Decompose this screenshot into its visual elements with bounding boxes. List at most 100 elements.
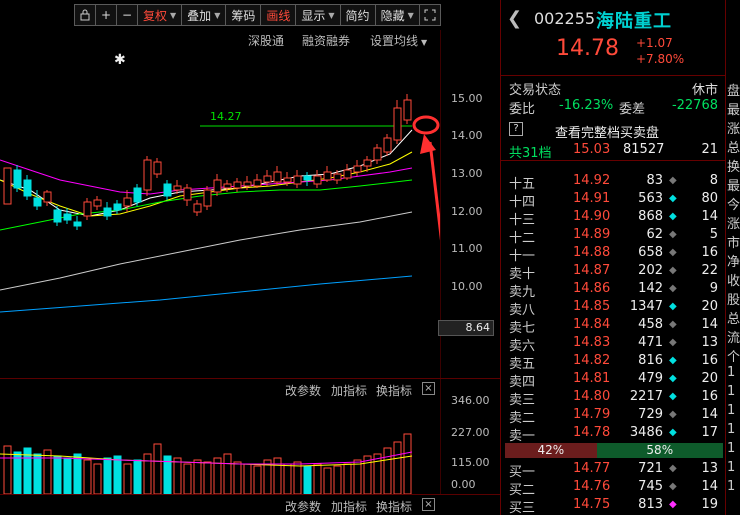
candle[interactable] — [153, 161, 162, 175]
back-arrow-icon[interactable]: ❮ — [507, 8, 523, 29]
candle[interactable] — [13, 169, 22, 189]
lock-icon[interactable] — [74, 4, 96, 26]
total-price: 15.03 — [573, 142, 611, 157]
candle[interactable] — [273, 171, 282, 183]
level-price: 14.81 — [573, 371, 611, 386]
candle[interactable] — [23, 179, 32, 197]
ask-row[interactable]: 卖六 14.83 471 ◆ 13 — [501, 334, 726, 354]
candle[interactable] — [393, 107, 402, 141]
chevron-down-icon: ▼ — [170, 10, 177, 20]
candle[interactable] — [143, 159, 152, 191]
margin-trading-link[interactable]: 融资融券 — [302, 34, 351, 48]
candle[interactable] — [253, 179, 262, 187]
candle[interactable] — [263, 175, 272, 183]
full-book-link[interactable]: 查看完整档买卖盘 — [555, 126, 660, 141]
candle[interactable] — [293, 175, 302, 185]
switch-indicator-link[interactable]: 换指标 — [376, 500, 413, 514]
volume-plot[interactable] — [0, 398, 440, 494]
ask-row[interactable]: 卖五 14.82 816 ◆ 16 — [501, 352, 726, 372]
candle[interactable] — [123, 197, 132, 207]
candle[interactable] — [53, 209, 62, 223]
candle[interactable] — [363, 159, 372, 167]
candle[interactable] — [43, 191, 52, 203]
candle[interactable] — [193, 203, 202, 213]
ask-row[interactable]: 卖九 14.86 142 ◆ 9 — [501, 280, 726, 300]
full-book-row[interactable]: ? 查看完整档买卖盘 — [501, 121, 726, 141]
ask-row[interactable]: 十三 14.90 868 ◆ 14 — [501, 208, 726, 228]
candle[interactable] — [343, 169, 352, 179]
ask-row[interactable]: 卖十 14.87 202 ◆ 22 — [501, 262, 726, 282]
level-count: 16 — [701, 353, 718, 368]
candle[interactable] — [333, 173, 342, 181]
zoom-in-button[interactable]: + — [95, 4, 117, 26]
ask-row[interactable]: 十五 14.92 83 ◆ 8 — [501, 172, 726, 192]
fuquan-dropdown[interactable]: 复权 ▼ — [137, 4, 183, 26]
candle[interactable] — [223, 183, 232, 189]
ask-row[interactable]: 卖七 14.84 458 ◆ 14 — [501, 316, 726, 336]
chips-button[interactable]: 筹码 — [225, 4, 262, 26]
close-icon[interactable]: × — [422, 382, 435, 395]
set-ma-dropdown[interactable]: 设置均线 ▼ — [370, 32, 427, 49]
candle[interactable] — [383, 137, 392, 153]
display-dropdown[interactable]: 显示 ▼ — [295, 4, 341, 26]
fullscreen-icon[interactable] — [418, 4, 441, 26]
ask-row[interactable]: 卖八 14.85 1347 ◆ 20 — [501, 298, 726, 318]
strip-item: 1 — [727, 441, 736, 456]
draw-line-button[interactable]: 画线 — [260, 4, 297, 26]
overlay-dropdown[interactable]: 叠加 ▼ — [181, 4, 227, 26]
strip-item: 流 — [727, 331, 740, 346]
candle[interactable] — [183, 187, 192, 201]
candle[interactable] — [83, 201, 92, 217]
help-icon[interactable]: ? — [509, 122, 523, 136]
level-count: 13 — [701, 461, 718, 476]
switch-indicator-link[interactable]: 换指标 — [376, 384, 413, 398]
close-icon[interactable]: × — [422, 498, 435, 511]
ask-row[interactable]: 卖二 14.79 729 ◆ 14 — [501, 406, 726, 426]
bid-row[interactable]: 买三 14.75 813 ◆ 19 — [501, 496, 726, 515]
candlestick-plot[interactable]: ✱ 14.27 — [0, 30, 440, 380]
ask-row[interactable]: 卖四 14.81 479 ◆ 20 — [501, 370, 726, 390]
candle[interactable] — [103, 207, 112, 217]
bid-row[interactable]: 买一 14.77 721 ◆ 13 — [501, 460, 726, 480]
candle[interactable] — [403, 99, 412, 121]
zoom-out-button[interactable]: − — [116, 4, 138, 26]
candle[interactable] — [283, 177, 292, 183]
shengutong-link[interactable]: 深股通 — [248, 34, 285, 48]
total-label: 共31档 — [509, 146, 552, 161]
candle[interactable] — [313, 175, 322, 185]
hide-dropdown[interactable]: 隐藏 ▼ — [374, 4, 420, 26]
candle[interactable] — [3, 167, 12, 205]
ask-row[interactable]: 十一 14.88 658 ◆ 16 — [501, 244, 726, 264]
stock-change-pct: +7.80% — [636, 52, 685, 66]
candle[interactable] — [213, 179, 222, 193]
candle[interactable] — [243, 181, 252, 187]
bid-row[interactable]: 买二 14.76 745 ◆ 14 — [501, 478, 726, 498]
ask-row[interactable]: 卖三 14.80 2217 ◆ 16 — [501, 388, 726, 408]
simple-mode-button[interactable]: 简约 — [339, 4, 376, 26]
candle[interactable] — [173, 185, 182, 191]
total-volume: 81527 — [623, 142, 665, 157]
candle[interactable] — [233, 181, 242, 189]
candle[interactable] — [203, 189, 212, 207]
candle[interactable] — [353, 165, 362, 173]
candle[interactable] — [33, 197, 42, 207]
ask-row[interactable]: 十二 14.89 62 ◆ 5 — [501, 226, 726, 246]
candle[interactable] — [133, 187, 142, 203]
candle[interactable] — [373, 147, 382, 161]
add-indicator-link[interactable]: 加指标 — [331, 384, 368, 398]
ask-row[interactable]: 十四 14.91 563 ◆ 80 — [501, 190, 726, 210]
candle[interactable] — [323, 171, 332, 181]
volume-bar — [403, 433, 412, 494]
candle[interactable] — [303, 175, 312, 181]
strip-item: 涨 — [727, 217, 740, 232]
candle[interactable] — [113, 203, 122, 211]
change-params-link[interactable]: 改参数 — [285, 384, 322, 398]
strip-item: 总 — [727, 312, 740, 327]
ask-row[interactable]: 卖一 14.78 3486 ◆ 17 — [501, 424, 726, 444]
candle[interactable] — [163, 183, 172, 197]
add-indicator-link[interactable]: 加指标 — [331, 500, 368, 514]
candle[interactable] — [63, 213, 72, 221]
change-params-link[interactable]: 改参数 — [285, 500, 322, 514]
candle[interactable] — [93, 199, 102, 207]
candle[interactable] — [73, 221, 82, 227]
